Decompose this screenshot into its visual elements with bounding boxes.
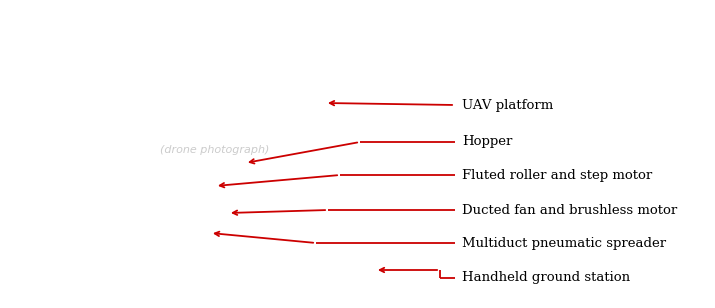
Text: (drone photograph): (drone photograph) — [160, 145, 270, 155]
Text: Fluted roller and step motor: Fluted roller and step motor — [462, 168, 652, 181]
Text: Multiduct pneumatic spreader: Multiduct pneumatic spreader — [462, 237, 666, 249]
Text: Hopper: Hopper — [462, 136, 513, 148]
Text: Ducted fan and brushless motor: Ducted fan and brushless motor — [462, 204, 677, 217]
Text: Handheld ground station: Handheld ground station — [462, 271, 630, 285]
Text: UAV platform: UAV platform — [462, 99, 553, 111]
